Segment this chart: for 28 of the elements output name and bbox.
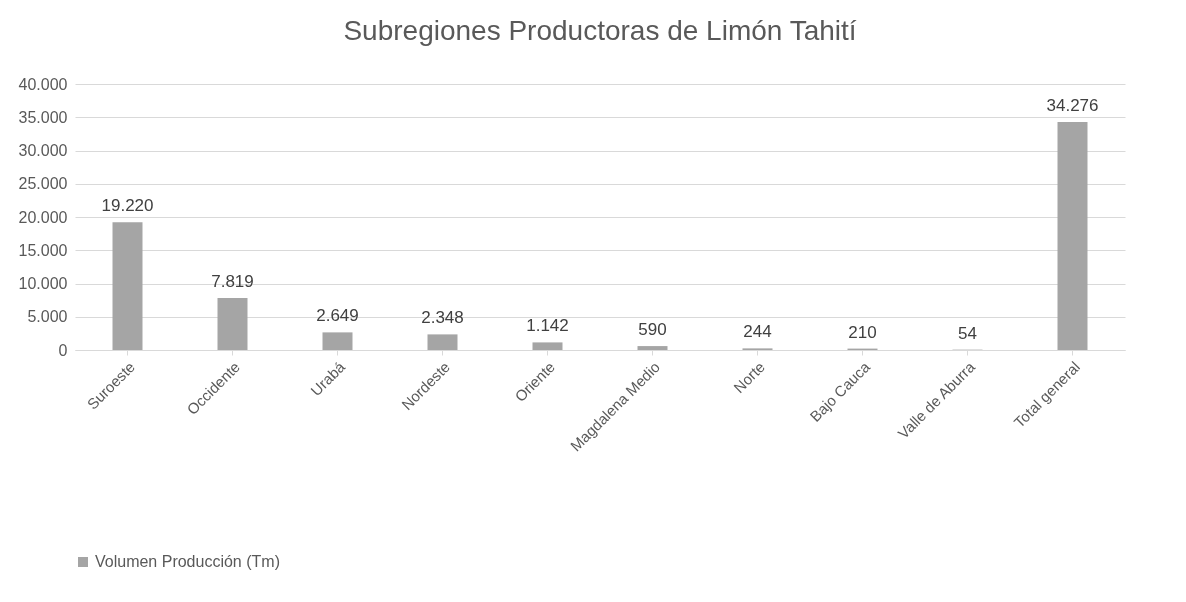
text: 19.220 <box>101 196 154 216</box>
y-tick-label: 35.000 <box>18 108 68 126</box>
bar <box>322 332 353 350</box>
y-tick-label: 15.000 <box>18 241 68 259</box>
chart-title: Subregiones Productoras de Limón Tahití <box>343 15 857 46</box>
text: 590 <box>638 320 667 340</box>
y-tick-label: 20.000 <box>18 208 68 226</box>
bar <box>1057 122 1088 350</box>
bar <box>112 222 143 350</box>
text: 2.649 <box>316 306 359 326</box>
legend-label: Volumen Producción (Tm) <box>95 553 280 570</box>
text: 210 <box>848 322 877 342</box>
bar <box>427 334 458 350</box>
y-tick-label: 5.000 <box>27 308 68 326</box>
text: 7.819 <box>211 272 254 291</box>
y-tick-label: 10.000 <box>18 275 68 292</box>
y-tick-label: 25.000 <box>18 175 68 193</box>
text: 34.276 <box>1046 96 1099 116</box>
text: 2.348 <box>421 308 464 328</box>
y-tick-label: 40.000 <box>18 75 68 93</box>
bar <box>637 346 668 350</box>
bar <box>217 298 248 350</box>
bar <box>532 342 563 350</box>
y-tick-label: 30.000 <box>18 142 68 159</box>
text: 244 <box>743 322 772 342</box>
text: 54 <box>958 323 977 343</box>
text: 1.142 <box>526 316 569 336</box>
y-tick-label: 0 <box>58 341 68 359</box>
